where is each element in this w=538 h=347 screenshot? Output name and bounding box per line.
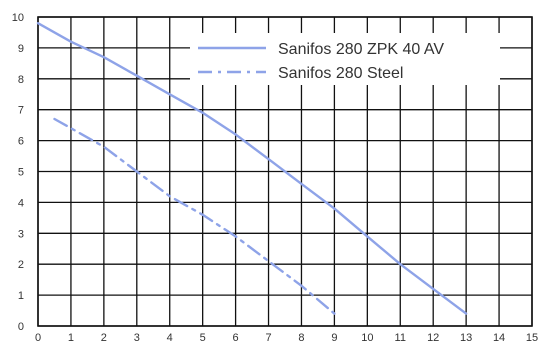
- x-tick-label: 11: [395, 332, 406, 344]
- y-tick-label: 0: [18, 321, 24, 333]
- y-tick-label: 4: [18, 197, 24, 209]
- x-tick-label: 2: [101, 332, 107, 344]
- series-line-1: [36, 22, 468, 315]
- y-tick-label: 7: [18, 105, 24, 117]
- x-axis-ticks: 0 1 2 3 4 5 6 7 8 9 10 11 12 13 14 15: [35, 332, 538, 344]
- y-tick-label: 6: [18, 136, 24, 148]
- x-tick-label: 12: [427, 332, 439, 344]
- chart-legend: Sanifos 280 ZPK 40 AV Sanifos 280 Steel: [190, 33, 500, 85]
- y-tick-label: 10: [12, 12, 24, 24]
- x-tick-label: 4: [167, 332, 173, 344]
- x-tick-label: 7: [265, 332, 271, 344]
- y-tick-label: 5: [18, 167, 24, 179]
- x-tick-label: 13: [460, 332, 472, 344]
- legend-background: [190, 33, 500, 85]
- x-tick-label: 8: [298, 332, 304, 344]
- y-tick-label: 9: [18, 43, 24, 55]
- x-tick-label: 5: [200, 332, 206, 344]
- legend-label-1: Sanifos 280 ZPK 40 AV: [278, 41, 444, 58]
- x-tick-label: 1: [68, 332, 74, 344]
- x-tick-label: 10: [361, 332, 373, 344]
- x-tick-label: 9: [331, 332, 337, 344]
- x-tick-label: 6: [233, 332, 239, 344]
- y-tick-label: 2: [18, 259, 24, 271]
- x-tick-label: 14: [493, 332, 505, 344]
- y-tick-label: 3: [18, 228, 24, 240]
- y-tick-label: 8: [18, 74, 24, 86]
- x-tick-label: 0: [35, 332, 41, 344]
- y-axis-ticks: 0 1 2 3 4 5 6 7 8 9 10: [12, 12, 24, 333]
- x-tick-label: 15: [526, 332, 538, 344]
- x-tick-label: 3: [134, 332, 140, 344]
- legend-label-2: Sanifos 280 Steel: [278, 65, 403, 82]
- series-line-2: [53, 117, 336, 315]
- chart-series: [36, 22, 468, 315]
- y-tick-label: 1: [18, 290, 24, 302]
